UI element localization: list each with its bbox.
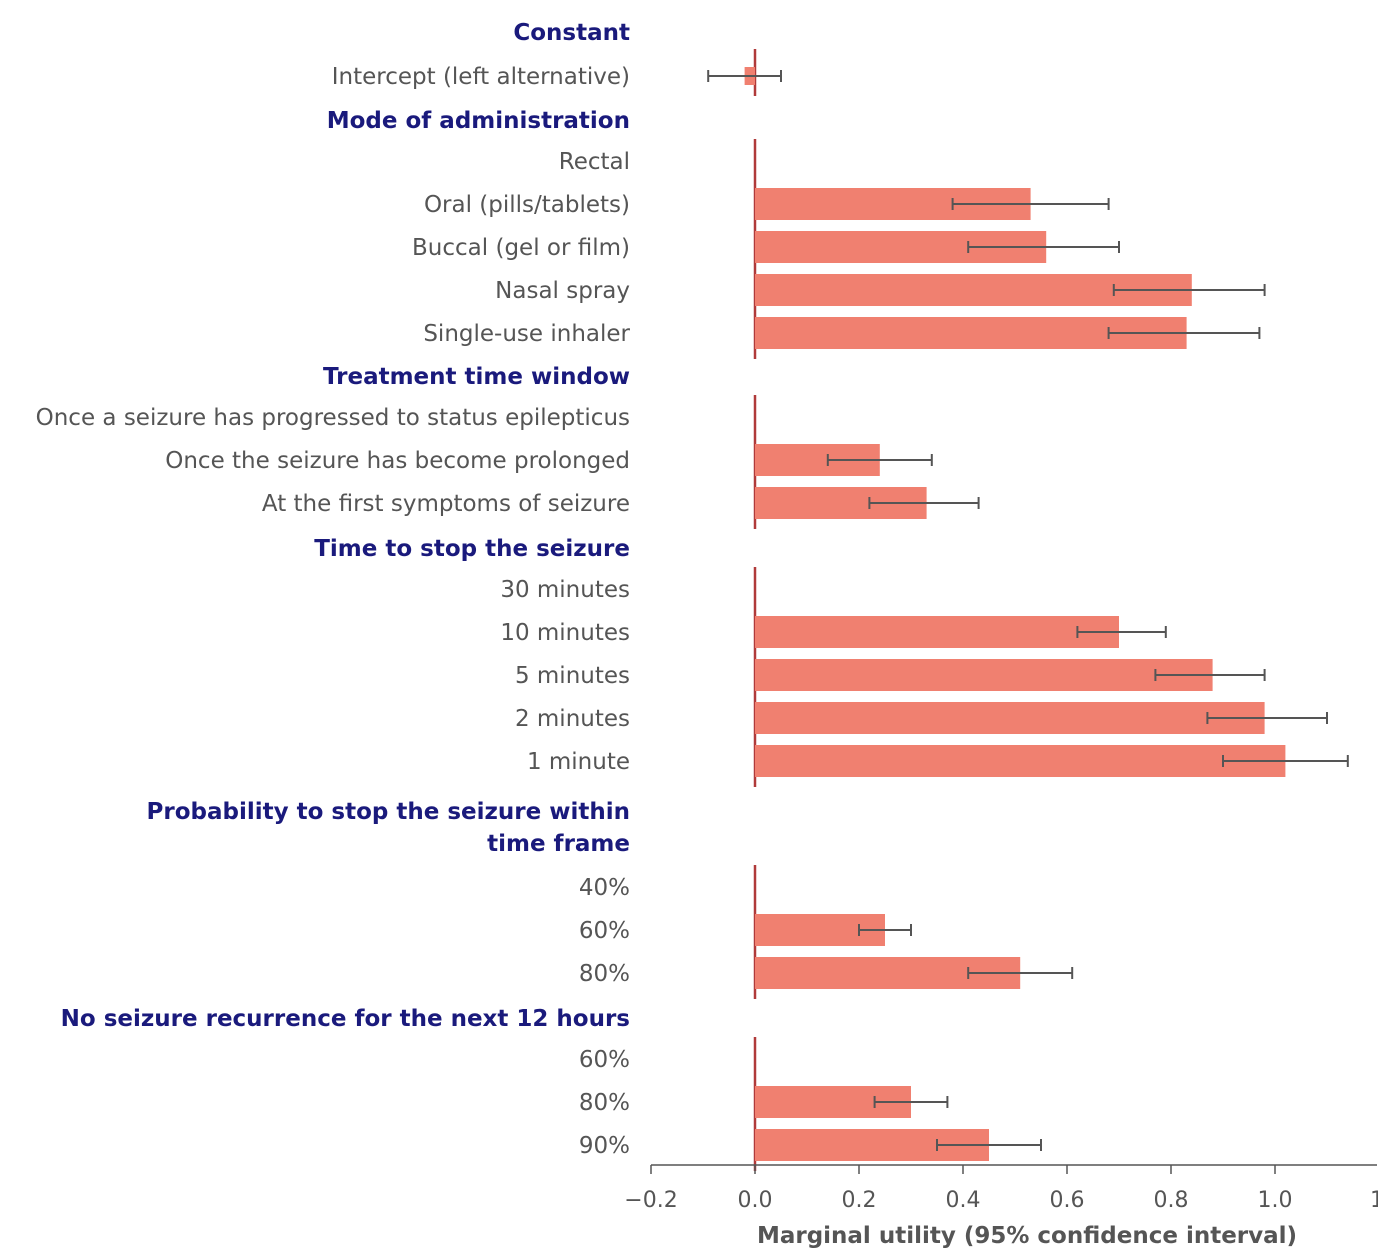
- x-tick-label: 0.0: [738, 1188, 773, 1213]
- group-header: Mode of administration: [327, 108, 630, 134]
- category-label: 10 minutes: [500, 620, 630, 646]
- bar-row: 1 minute: [527, 745, 1349, 777]
- bar: [755, 616, 1119, 648]
- x-axis: −0.2 0.0 0.2 0.4 0.6 0.8 1.0 1: [624, 1164, 1378, 1213]
- bar-row: 10 minutes: [500, 616, 1167, 648]
- bar-row: 80%: [579, 1086, 949, 1118]
- group-header: time frame: [487, 831, 630, 857]
- category-label: Once the seizure has become prolonged: [165, 448, 630, 474]
- bar-row: 30 minutes: [500, 577, 630, 603]
- category-label: 60%: [579, 918, 630, 944]
- group-header: Time to stop the seizure: [314, 536, 630, 562]
- bar: [755, 745, 1286, 777]
- bar-row: Once a seizure has progressed to status …: [36, 405, 630, 431]
- x-tick-label: −0.2: [624, 1188, 677, 1213]
- group: Probability to stop the seizure within ti…: [147, 799, 1074, 999]
- category-label: 60%: [579, 1047, 630, 1073]
- chart-groups: Constant Intercept (left alternative) Mode…: [36, 20, 1349, 1171]
- category-label: 80%: [579, 1090, 630, 1116]
- category-label: Single-use inhaler: [423, 321, 630, 347]
- bar-row: Buccal (gel or film): [412, 231, 1120, 263]
- category-label: 30 minutes: [500, 577, 630, 603]
- category-label: 1 minute: [527, 749, 630, 775]
- error-bar: [967, 967, 1074, 979]
- bar-row: 40%: [579, 875, 630, 901]
- bar-row: 90%: [579, 1129, 1042, 1161]
- bar-row: Rectal: [559, 149, 630, 175]
- error-bar: [1154, 669, 1266, 681]
- bar-row: Nasal spray: [495, 274, 1266, 306]
- group-header: No seizure recurrence for the next 12 ho…: [61, 1006, 630, 1032]
- bar-row: Once the seizure has become prolonged: [165, 444, 933, 476]
- group: Time to stop the seizure 30 minutes 10 min…: [314, 536, 1349, 787]
- error-bar: [936, 1139, 1042, 1151]
- error-bar: [1112, 284, 1266, 296]
- category-label: 40%: [579, 875, 630, 901]
- error-bar: [1107, 327, 1261, 339]
- error-bar: [873, 1096, 949, 1108]
- category-label: Buccal (gel or film): [412, 235, 630, 261]
- x-axis-label: Marginal utility (95% confidence interva…: [757, 1223, 1297, 1249]
- error-bar: [967, 241, 1120, 253]
- bar-row: Intercept (left alternative): [332, 64, 782, 90]
- error-bar: [1206, 712, 1328, 724]
- category-label: Nasal spray: [495, 278, 630, 304]
- bar: [755, 702, 1265, 734]
- x-tick-label: 0.4: [946, 1188, 981, 1213]
- x-tick-label: 0.8: [1154, 1188, 1189, 1213]
- error-bar: [951, 198, 1110, 210]
- error-bar: [707, 70, 782, 82]
- group: Treatment time window Once a seizure has …: [36, 364, 980, 529]
- category-label: Intercept (left alternative): [332, 64, 630, 90]
- bar-row: 2 minutes: [515, 702, 1328, 734]
- error-bar: [1222, 755, 1349, 767]
- bar: [755, 659, 1213, 691]
- x-tick-label: 1.0: [1258, 1188, 1293, 1213]
- category-label: 2 minutes: [515, 706, 630, 732]
- group-header: Constant: [513, 20, 630, 46]
- category-label: 5 minutes: [515, 663, 630, 689]
- bar-row: 60%: [579, 914, 912, 946]
- bar-row: 80%: [579, 957, 1074, 989]
- error-bar: [1076, 626, 1167, 638]
- bar-row: Single-use inhaler: [423, 317, 1261, 349]
- x-tick-label: 0.2: [842, 1188, 877, 1213]
- category-label: Once a seizure has progressed to status …: [36, 405, 630, 431]
- x-tick-label: 0.6: [1050, 1188, 1085, 1213]
- category-label: Rectal: [559, 149, 630, 175]
- bar-row: 5 minutes: [515, 659, 1266, 691]
- error-bar: [858, 924, 912, 936]
- group-header: Probability to stop the seizure within: [147, 799, 630, 825]
- bar-row: 60%: [579, 1047, 630, 1073]
- error-bar: [868, 497, 980, 509]
- category-label: 80%: [579, 961, 630, 987]
- group: Mode of administration Rectal Oral (pills/…: [327, 108, 1266, 359]
- bar-row: Oral (pills/tablets): [424, 188, 1110, 220]
- category-label: At the first symptoms of seizure: [262, 491, 630, 517]
- group-header: Treatment time window: [323, 364, 630, 390]
- group: Constant Intercept (left alternative): [332, 20, 782, 96]
- group: No seizure recurrence for the next 12 ho…: [61, 1006, 1042, 1171]
- bar-row: At the first symptoms of seizure: [262, 487, 980, 519]
- error-bar: [826, 454, 933, 466]
- x-tick-label: 1: [1370, 1188, 1378, 1213]
- category-label: Oral (pills/tablets): [424, 192, 630, 218]
- category-label: 90%: [579, 1133, 630, 1159]
